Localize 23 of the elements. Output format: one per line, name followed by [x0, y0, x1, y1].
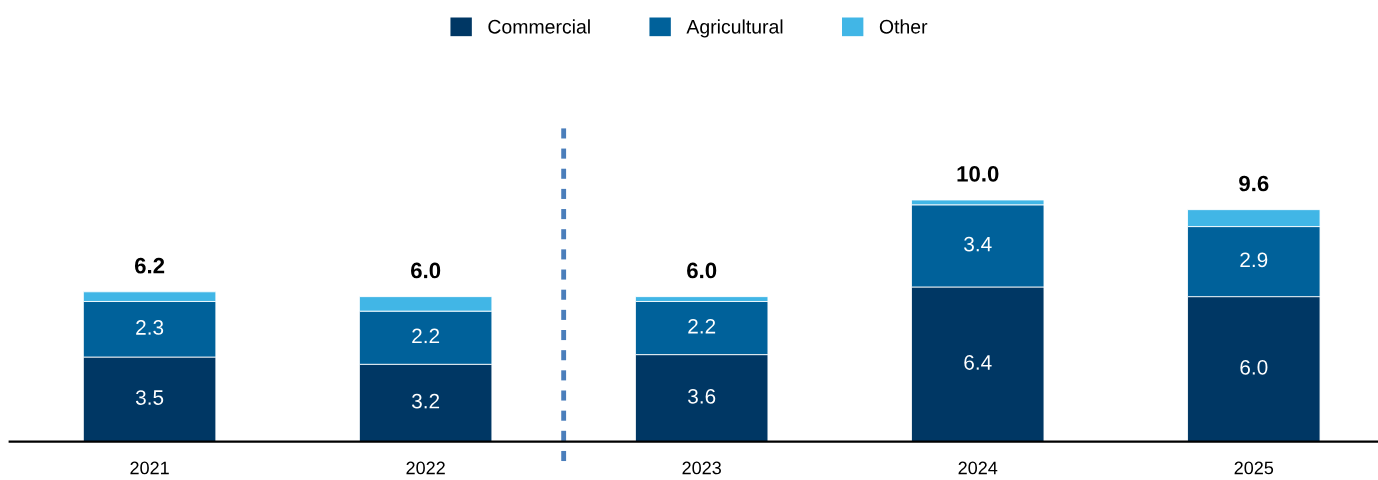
x-tick-label: 2021	[130, 461, 169, 475]
legend-label: Commercial	[488, 19, 590, 34]
x-tick-label: 2025	[1234, 461, 1274, 475]
data-label: 2.3	[136, 320, 164, 335]
total-label: 9.6	[1239, 175, 1269, 192]
total-label: 10.0	[957, 165, 999, 182]
data-label: 6.4	[964, 355, 992, 370]
x-tick-label: 2024	[958, 461, 998, 475]
total-label: 6.0	[411, 262, 441, 279]
legend-label: Other	[879, 19, 928, 34]
data-label: 3.6	[688, 388, 716, 404]
data-label: 3.4	[964, 236, 992, 252]
data-label: 2.2	[688, 318, 716, 334]
data-label: 2.9	[1240, 252, 1268, 268]
total-label: 6.0	[687, 262, 717, 279]
x-tick-label: 2022	[406, 461, 445, 475]
legend-label: Agricultural	[686, 19, 783, 38]
data-label: 6.0	[1240, 359, 1268, 375]
total-label: 6.2	[134, 257, 165, 274]
data-label: 3.5	[135, 390, 164, 405]
data-label: 2.2	[412, 328, 440, 344]
x-tick-label: 2023	[682, 461, 721, 475]
data-label: 3.2	[411, 393, 440, 409]
